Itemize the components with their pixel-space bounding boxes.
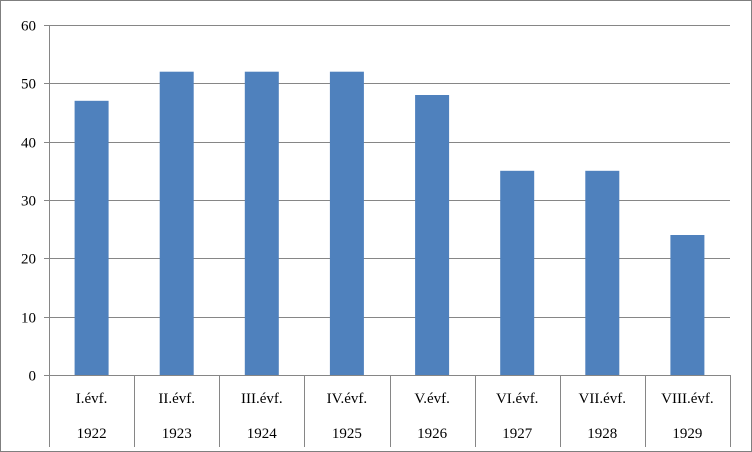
x-tick-label-issue: VII.évf. — [579, 391, 626, 407]
bar — [415, 95, 450, 375]
x-tick-label-issue: VIII.évf. — [661, 391, 713, 407]
y-tick-label: 60 — [21, 19, 36, 35]
x-tick-label-year: 1924 — [247, 426, 278, 442]
bar — [159, 71, 194, 375]
y-tick-label: 30 — [21, 194, 36, 210]
bar — [500, 170, 535, 375]
x-tick-label-year: 1928 — [587, 426, 617, 442]
x-tick-label-year: 1925 — [332, 426, 362, 442]
bar — [670, 235, 705, 375]
bar — [585, 170, 620, 375]
x-tick-label-issue: V.évf. — [414, 391, 450, 407]
x-tick-label-issue: IV.évf. — [327, 391, 368, 407]
y-tick-label: 0 — [29, 369, 37, 385]
y-tick-label: 10 — [21, 311, 36, 327]
x-tick-label-year: 1929 — [672, 426, 702, 442]
grid-layer — [49, 25, 730, 376]
x-tick-label-issue: VI.évf. — [496, 391, 538, 407]
bar — [74, 100, 109, 376]
x-tick-label-year: 1922 — [77, 426, 107, 442]
x-tick-label-issue: I.évf. — [76, 391, 108, 407]
x-tick-label-issue: III.évf. — [241, 391, 283, 407]
axis-layer — [44, 25, 731, 447]
bar-layer — [74, 71, 705, 376]
x-tick-label-issue: II.évf. — [158, 391, 195, 407]
x-tick-label-year: 1927 — [502, 426, 533, 442]
x-tick-label-year: 1923 — [162, 426, 192, 442]
bar — [244, 71, 279, 375]
x-tick-label-year: 1926 — [417, 426, 448, 442]
y-tick-label: 50 — [21, 77, 36, 93]
bar — [329, 71, 364, 375]
label-layer: 0 10 20 30 40 50 60 I.évf. 1922 II.évf. 1923 III.év… — [21, 19, 714, 443]
y-tick-label: 20 — [21, 252, 36, 268]
y-tick-label: 40 — [21, 136, 36, 152]
